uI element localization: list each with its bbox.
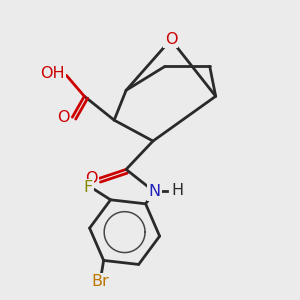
Text: Br: Br	[92, 274, 110, 289]
Text: OH: OH	[40, 66, 65, 81]
Text: O: O	[165, 32, 177, 47]
Text: F: F	[83, 180, 93, 195]
Text: N: N	[148, 184, 160, 199]
Text: H: H	[171, 183, 183, 198]
Text: O: O	[85, 171, 98, 186]
Text: O: O	[57, 110, 69, 125]
